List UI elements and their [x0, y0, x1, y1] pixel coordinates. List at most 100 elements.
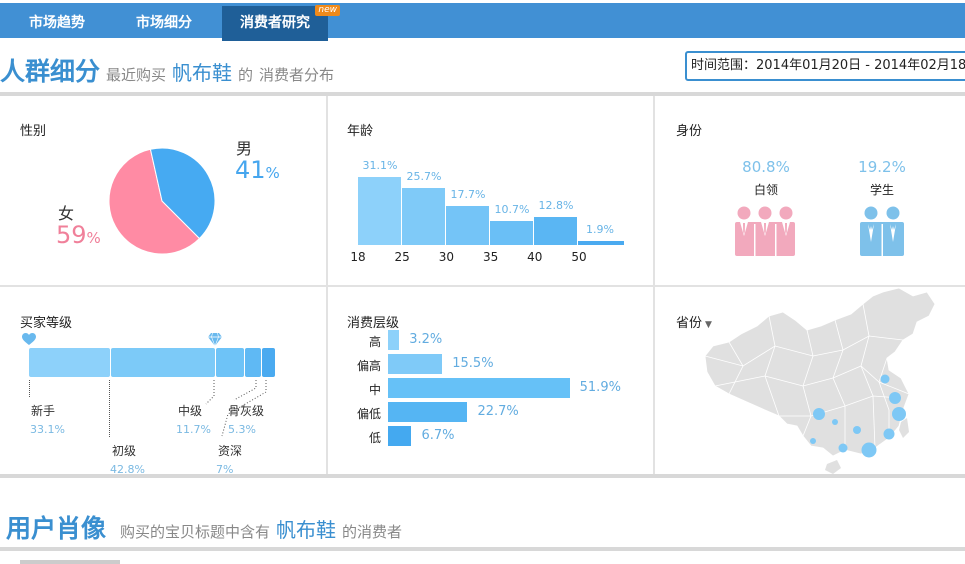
consumption-pct: 15.5%	[452, 356, 494, 371]
office-worker-label: 白领	[753, 183, 778, 197]
age-bar-label: 12.8%	[538, 198, 574, 212]
buyer-level-segment[interactable]	[261, 348, 275, 377]
diamond-icon	[208, 333, 222, 346]
map-borders	[704, 303, 910, 450]
office-workers-icon	[735, 206, 795, 256]
female-percent: 59%	[56, 221, 101, 249]
age-tick: 40	[527, 250, 543, 264]
leader-line	[109, 380, 110, 437]
level-pct-novice: 33.1%	[30, 423, 65, 436]
map-dot[interactable]	[838, 443, 848, 453]
level-name-senior: 资深	[218, 444, 243, 458]
buyer-level-segment[interactable]	[110, 348, 215, 377]
map-dot[interactable]	[861, 442, 877, 458]
portrait-heading: 用户肖像 购买的宝贝标题中含有 帆布鞋 的消费者	[6, 509, 402, 545]
top-nav: 市场趋势 市场细分 消费者研究 new	[0, 0, 965, 41]
portrait-subtitle-prefix: 购买的宝贝标题中含有	[120, 523, 271, 541]
age-bar[interactable]	[402, 188, 445, 245]
age-bar-label: 1.9%	[586, 222, 614, 236]
segment-heading: 人群细分 最近购买 帆布鞋的消费者分布	[0, 52, 334, 88]
age-bar[interactable]	[534, 216, 577, 245]
female-pct-unit: %	[86, 229, 101, 247]
map-dot[interactable]	[892, 407, 906, 421]
level-name-junior: 初级	[112, 444, 137, 458]
consumption-level-name: 偏低	[356, 407, 381, 421]
buyer-level-segment[interactable]	[215, 348, 244, 377]
segment-subtitle-prefix: 最近购买	[106, 66, 167, 84]
level-pct-senior: 7%	[216, 463, 234, 476]
consumption-bar[interactable]	[388, 402, 468, 422]
age-bar[interactable]	[578, 240, 624, 245]
female-pct-value: 59	[56, 221, 87, 249]
consumption-bar[interactable]	[388, 426, 412, 446]
portrait-title: 用户肖像	[6, 514, 107, 543]
consumption-level-name: 低	[368, 431, 381, 445]
province-dropdown[interactable]: 省份 ▼	[676, 312, 712, 331]
age-tick: 18	[350, 250, 366, 264]
date-range-picker[interactable]: 时间范围：2014年01月20日 - 2014年02月18日	[685, 51, 965, 81]
consumption-level-name: 中	[368, 383, 381, 397]
tab-market-trend[interactable]: 市场趋势	[8, 6, 106, 41]
segment-title: 人群细分	[0, 57, 101, 86]
tab-consumer-research[interactable]: 消费者研究 new	[222, 5, 340, 41]
tab-market-segment[interactable]: 市场细分	[114, 6, 214, 41]
map-dot[interactable]	[813, 408, 825, 420]
student-label: 学生	[869, 183, 894, 197]
segment-subtitle-suffix: 的	[238, 66, 254, 84]
map-dot[interactable]	[853, 426, 861, 434]
leader-line	[29, 380, 30, 397]
age-bar[interactable]	[446, 206, 489, 245]
male-slice[interactable]	[149, 147, 216, 240]
age-bar[interactable]	[358, 176, 401, 245]
age-bar[interactable]	[490, 221, 533, 245]
student-pct: 19.2%	[858, 158, 906, 176]
consumption-pct: 3.2%	[409, 332, 443, 347]
female-label: 女	[58, 204, 75, 223]
map-taiwan	[899, 418, 909, 438]
portrait-keyword[interactable]: 帆布鞋	[276, 518, 337, 542]
buyer-level-segment[interactable]	[29, 348, 110, 377]
consumption-bar[interactable]	[388, 378, 570, 398]
gender-title: 性别	[20, 124, 47, 139]
level-pct-hardcore: 5.3%	[228, 423, 256, 436]
map-dot[interactable]	[883, 428, 895, 440]
divider	[0, 92, 965, 96]
buyer-level-segment[interactable]	[244, 348, 261, 377]
consumption-bar[interactable]	[388, 354, 443, 374]
tab-label: 市场趋势	[29, 15, 85, 31]
age-bar-label: 25.7%	[406, 170, 442, 184]
consumption-pct: 22.7%	[477, 404, 519, 419]
buyer-level-title: 买家等级	[20, 316, 73, 331]
divider	[0, 474, 965, 478]
male-pct-unit: %	[265, 164, 280, 182]
male-label: 男	[236, 139, 253, 158]
students-icon	[860, 206, 904, 256]
age-tick: 30	[438, 250, 455, 264]
map-dots	[810, 374, 906, 458]
consumption-level-name: 高	[368, 335, 381, 349]
map-dot[interactable]	[880, 374, 890, 384]
consumption-title: 消费层级	[347, 316, 400, 331]
segment-keyword[interactable]: 帆布鞋	[172, 61, 233, 85]
age-tick: 50	[571, 250, 587, 264]
level-pct-mid: 11.7%	[176, 423, 211, 436]
age-bar-label: 17.7%	[450, 188, 486, 202]
leader-lines-right	[205, 380, 267, 437]
male-percent: 41%	[235, 156, 280, 184]
identity-title: 身份	[676, 124, 703, 139]
female-slice[interactable]	[108, 148, 201, 255]
consumption-bar[interactable]	[388, 330, 400, 350]
divider	[0, 285, 965, 287]
segment-subtitle-tail: 消费者分布	[259, 66, 335, 84]
age-bar-label: 31.1%	[362, 158, 398, 172]
map-dot[interactable]	[889, 392, 901, 404]
heart-icon	[22, 333, 36, 345]
map-dot[interactable]	[810, 438, 816, 444]
male-pct-value: 41	[235, 156, 266, 184]
map-dot[interactable]	[832, 419, 838, 425]
tab-label: 市场细分	[136, 15, 192, 31]
portrait-tab-stub[interactable]	[20, 560, 120, 564]
tab-label: 消费者研究	[240, 15, 310, 31]
age-bar-label: 10.7%	[494, 203, 530, 217]
